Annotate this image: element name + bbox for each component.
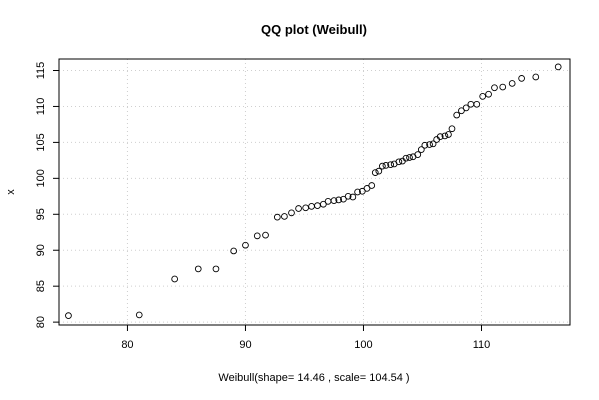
data-point	[458, 107, 465, 115]
data-point	[479, 93, 487, 100]
data-point	[354, 188, 361, 196]
data-point	[273, 213, 281, 221]
data-point	[473, 100, 481, 108]
data-point	[281, 213, 288, 220]
data-point	[462, 104, 470, 112]
data-point	[171, 275, 179, 283]
data-point	[358, 187, 366, 195]
plot-frame	[58, 58, 571, 326]
data-point	[330, 197, 338, 204]
data-point	[395, 158, 403, 166]
data-point	[295, 205, 302, 212]
x-tick-label: 110	[473, 339, 491, 351]
x-tick-label: 90	[239, 339, 251, 351]
x-axis-label: Weibull(shape= 14.46 , scale= 104.54 )	[218, 372, 409, 384]
data-point	[532, 73, 540, 81]
data-point	[518, 75, 525, 82]
data-point	[65, 312, 72, 320]
data-point	[417, 146, 425, 153]
data-point	[402, 154, 410, 162]
data-point	[363, 185, 371, 192]
y-axis: 80 85 90 95 100 105 110 115	[35, 62, 59, 328]
x-axis: 80 90 100 110	[121, 325, 490, 351]
data-point	[302, 204, 309, 212]
data-point	[288, 209, 295, 217]
data-point	[426, 141, 433, 148]
x-tick-label: 80	[121, 339, 133, 351]
data-point	[324, 197, 332, 205]
y-axis-label: x	[5, 189, 17, 195]
data-point	[230, 247, 238, 255]
data-point	[335, 196, 343, 204]
y-tick-label: 95	[35, 208, 47, 220]
data-point	[379, 162, 386, 170]
data-point	[135, 311, 143, 319]
data-point	[508, 80, 516, 87]
y-tick-label: 100	[35, 169, 47, 187]
data-point	[212, 265, 220, 273]
y-tick-label: 85	[35, 280, 47, 292]
y-tick-label: 115	[35, 62, 47, 80]
data-point	[445, 131, 452, 138]
data-point	[414, 151, 422, 158]
data-point	[554, 63, 562, 71]
data-point	[467, 100, 475, 108]
data-point	[368, 182, 376, 189]
data-points	[65, 63, 562, 320]
data-point	[253, 232, 261, 240]
y-tick-label: 105	[35, 133, 47, 151]
y-tick-label: 80	[35, 316, 47, 328]
data-point	[453, 111, 461, 119]
data-point	[421, 141, 429, 149]
data-point	[485, 90, 492, 98]
data-point	[441, 132, 449, 140]
data-point	[436, 133, 444, 140]
y-tick-label: 110	[35, 98, 47, 116]
data-point	[320, 200, 327, 208]
data-point	[314, 202, 321, 210]
x-tick-label: 100	[354, 339, 372, 351]
data-point	[371, 169, 379, 176]
data-point	[448, 125, 456, 133]
data-point	[349, 193, 357, 201]
data-point	[194, 265, 202, 273]
data-point	[308, 203, 315, 210]
data-point	[429, 140, 437, 148]
chart-title: QQ plot (Weibull)	[261, 22, 367, 37]
grid-lines	[59, 59, 570, 325]
y-tick-label: 90	[35, 244, 47, 256]
data-point	[499, 83, 507, 91]
data-point	[382, 162, 390, 169]
data-point	[406, 154, 413, 161]
data-point	[340, 195, 347, 203]
data-point	[344, 192, 352, 200]
data-point	[375, 167, 383, 175]
data-point	[262, 231, 269, 239]
data-point	[242, 241, 249, 249]
data-point	[387, 161, 394, 169]
data-point	[491, 84, 498, 92]
